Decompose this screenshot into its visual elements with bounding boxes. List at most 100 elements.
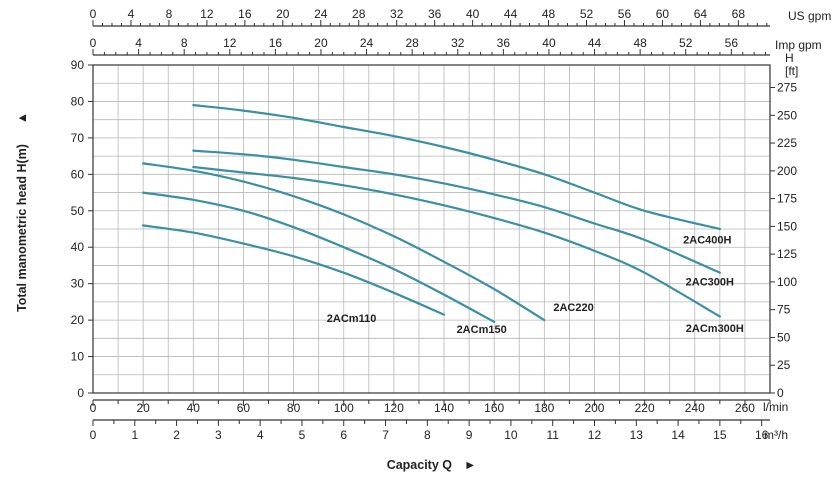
right-tick-label: 50 bbox=[777, 330, 791, 344]
unit-ft: [ft] bbox=[785, 64, 798, 78]
left-tick-label: 20 bbox=[71, 313, 85, 327]
unit-impgpm: Imp gpm bbox=[775, 38, 822, 52]
usgpm-tick-label: 16 bbox=[238, 7, 252, 21]
impgpm-tick-label: 56 bbox=[725, 36, 739, 50]
lmin-tick-label: 20 bbox=[136, 401, 150, 415]
y-axis-title: Total manometric head H(m) bbox=[15, 144, 29, 312]
usgpm-tick-label: 40 bbox=[466, 7, 480, 21]
m3h-tick-label: 6 bbox=[340, 428, 347, 442]
usgpm-tick-label: 68 bbox=[732, 7, 746, 21]
impgpm-tick-label: 24 bbox=[360, 36, 374, 50]
unit-m3h: m³/h bbox=[764, 428, 788, 442]
lmin-tick-label: 100 bbox=[334, 401, 354, 415]
lmin-tick-label: 140 bbox=[434, 401, 454, 415]
series-label-2acm150: 2ACm150 bbox=[457, 324, 507, 336]
usgpm-tick-label: 64 bbox=[694, 7, 708, 21]
m3h-tick-label: 12 bbox=[588, 428, 602, 442]
left-tick-label: 30 bbox=[71, 277, 85, 291]
series-curve-2ac400h bbox=[192, 104, 721, 231]
series-curves bbox=[142, 104, 721, 323]
impgpm-tick-label: 32 bbox=[451, 36, 465, 50]
impgpm-tick-label: 36 bbox=[497, 36, 511, 50]
lmin-tick-label: 160 bbox=[484, 401, 504, 415]
usgpm-tick-label: 60 bbox=[656, 7, 670, 21]
lmin-tick-label: 200 bbox=[584, 401, 604, 415]
left-tick-label: 70 bbox=[71, 131, 85, 145]
usgpm-tick-label: 28 bbox=[352, 7, 366, 21]
m3h-tick-label: 11 bbox=[546, 428, 559, 442]
series-label-2acm300h: 2ACm300H bbox=[686, 323, 744, 335]
usgpm-tick-label: 12 bbox=[200, 7, 214, 21]
series-labels: 2ACm110 2ACm150 2AC220 2ACm300H 2AC300H 2AC40… bbox=[327, 235, 744, 336]
impgpm-tick-label: 12 bbox=[223, 36, 237, 50]
usgpm-tick-label: 36 bbox=[428, 7, 442, 21]
m3h-tick-label: 8 bbox=[424, 428, 431, 442]
right-tick-label: 0 bbox=[777, 386, 784, 400]
impgpm-tick-label: 4 bbox=[135, 36, 142, 50]
impgpm-tick-label: 52 bbox=[679, 36, 693, 50]
usgpm-tick-label: 48 bbox=[542, 7, 556, 21]
left-tick-label: 0 bbox=[77, 386, 84, 400]
impgpm-tick-label: 0 bbox=[90, 36, 97, 50]
m3h-tick-label: 2 bbox=[173, 428, 180, 442]
lmin-tick-label: 80 bbox=[287, 401, 301, 415]
impgpm-tick-label: 20 bbox=[314, 36, 328, 50]
m3h-tick-label: 4 bbox=[257, 428, 264, 442]
unit-ft-h: H bbox=[785, 51, 794, 65]
impgpm-tick-label: 16 bbox=[269, 36, 283, 50]
usgpm-tick-label: 8 bbox=[166, 7, 173, 21]
lmin-tick-label: 240 bbox=[685, 401, 705, 415]
series-curve-2ac220 bbox=[142, 162, 546, 322]
lmin-tick-label: 180 bbox=[534, 401, 554, 415]
usgpm-tick-label: 24 bbox=[314, 7, 328, 21]
impgpm-tick-label: 40 bbox=[542, 36, 556, 50]
x-axis-arrow-icon: ► bbox=[464, 458, 476, 472]
right-tick-label: 100 bbox=[777, 275, 797, 289]
right-tick-label: 75 bbox=[777, 303, 791, 317]
left-tick-label: 10 bbox=[71, 350, 85, 364]
lmin-tick-label: 120 bbox=[384, 401, 404, 415]
right-tick-label: 200 bbox=[777, 164, 797, 178]
unit-usgpm: US gpm bbox=[788, 9, 831, 23]
plot-frame bbox=[92, 64, 771, 394]
m3h-tick-label: 14 bbox=[671, 428, 685, 442]
left-tick-label: 50 bbox=[71, 204, 85, 218]
impgpm-tick-label: 8 bbox=[181, 36, 188, 50]
unit-lmin: l/min bbox=[763, 400, 788, 414]
m3h-tick-label: 3 bbox=[215, 428, 222, 442]
usgpm-tick-label: 32 bbox=[390, 7, 404, 21]
left-tick-label: 90 bbox=[71, 58, 85, 72]
grid-lines bbox=[93, 65, 770, 393]
m3h-tick-label: 13 bbox=[630, 428, 644, 442]
left-tick-label: 40 bbox=[71, 240, 85, 254]
lmin-tick-label: 220 bbox=[635, 401, 655, 415]
series-curve-2acm300h bbox=[192, 165, 721, 318]
impgpm-tick-label: 28 bbox=[405, 36, 419, 50]
series-curve-2acm150 bbox=[142, 191, 496, 323]
m3h-tick-label: 9 bbox=[466, 428, 473, 442]
right-tick-label: 25 bbox=[777, 358, 791, 372]
impgpm-tick-label: 48 bbox=[633, 36, 647, 50]
m3h-tick-label: 0 bbox=[90, 428, 97, 442]
usgpm-tick-label: 52 bbox=[580, 7, 594, 21]
right-tick-label: 275 bbox=[777, 81, 797, 95]
lmin-tick-label: 60 bbox=[237, 401, 251, 415]
series-curve-2acm110 bbox=[142, 224, 446, 316]
lmin-tick-label: 40 bbox=[187, 401, 201, 415]
left-tick-label: 80 bbox=[71, 94, 85, 108]
m3h-tick-label: 10 bbox=[504, 428, 518, 442]
lmin-tick-label: 260 bbox=[735, 401, 755, 415]
m3h-tick-label: 16 bbox=[755, 428, 769, 442]
usgpm-tick-label: 4 bbox=[128, 7, 135, 21]
m3h-tick-label: 7 bbox=[382, 428, 389, 442]
series-label-2ac300h: 2AC300H bbox=[686, 276, 734, 288]
right-tick-label: 150 bbox=[777, 219, 797, 233]
usgpm-tick-label: 20 bbox=[276, 7, 290, 21]
right-tick-label: 250 bbox=[777, 108, 797, 122]
usgpm-tick-label: 56 bbox=[618, 7, 632, 21]
series-label-2ac400h: 2AC400H bbox=[683, 235, 731, 247]
axes: 0102030405060708090025507510012515017520… bbox=[71, 7, 798, 442]
m3h-tick-label: 5 bbox=[299, 428, 306, 442]
